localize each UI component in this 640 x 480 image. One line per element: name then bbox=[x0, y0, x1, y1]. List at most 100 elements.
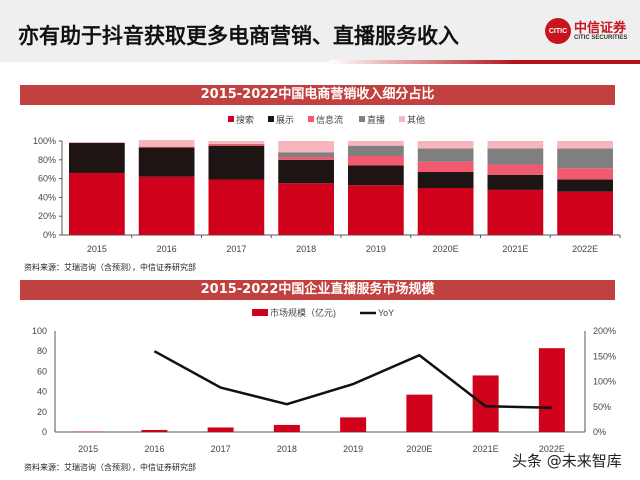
bar-segment bbox=[208, 143, 265, 146]
bar-segment bbox=[278, 152, 334, 157]
chart2-bar-line: 市场规模（亿元) YoY 0 20 40 60 80 100 0% 50% 100% 150% 200%… bbox=[32, 307, 616, 454]
x-tick-label: 2017 bbox=[226, 244, 246, 254]
bar-segment bbox=[557, 141, 613, 149]
x-tick-label: 2022E bbox=[539, 444, 565, 454]
bar-segment bbox=[208, 145, 265, 180]
y2-tick-label: 0% bbox=[593, 427, 606, 437]
logo-subtext: CITIC SECURITIES bbox=[574, 35, 628, 41]
citic-logo: CITIC 中信证券 CITIC SECURITIES bbox=[545, 18, 627, 44]
bar-segment bbox=[557, 191, 613, 235]
logo-text: 中信证券 bbox=[574, 20, 627, 35]
bar-segment bbox=[348, 141, 404, 146]
y-tick-label: 100 bbox=[32, 326, 47, 336]
legend-label: YoY bbox=[378, 308, 394, 318]
x-tick-label: 2020E bbox=[433, 244, 459, 254]
bar-segment bbox=[348, 165, 404, 186]
x-tick-label: 2019 bbox=[343, 444, 363, 454]
legend-label: 信息流 bbox=[316, 114, 343, 125]
bar bbox=[75, 431, 102, 432]
header bbox=[0, 0, 640, 62]
bar bbox=[538, 348, 565, 432]
y-tick-label: 20 bbox=[37, 407, 47, 417]
chart1-source: 资料来源：艾瑞咨询（含预测），中信证券研究部 bbox=[24, 263, 196, 272]
legend-swatch bbox=[252, 309, 268, 316]
x-tick-label: 2018 bbox=[277, 444, 297, 454]
y2-tick-label: 100% bbox=[593, 377, 616, 387]
x-tick-label: 2015 bbox=[78, 444, 98, 454]
x-tick-label: 2018 bbox=[296, 244, 316, 254]
bar-segment bbox=[417, 172, 474, 188]
legend-swatch bbox=[228, 116, 234, 122]
bar-segment bbox=[69, 172, 125, 235]
y-tick-label: 60 bbox=[37, 366, 47, 376]
bar bbox=[340, 417, 367, 432]
legend-label: 直播 bbox=[367, 114, 385, 125]
x-tick-label: 2016 bbox=[144, 444, 164, 454]
bar-segment bbox=[348, 185, 404, 235]
bar-segment bbox=[417, 148, 474, 162]
x-tick-label: 2017 bbox=[211, 444, 231, 454]
bar-segment bbox=[557, 148, 613, 169]
x-tick-label: 2021E bbox=[502, 244, 528, 254]
logo-mark: CITIC bbox=[545, 18, 571, 44]
y2-tick-label: 150% bbox=[593, 351, 616, 361]
y-tick-label: 20% bbox=[38, 211, 56, 221]
chart2-source: 资料来源：艾瑞咨询（含预测），中信证券研究部 bbox=[24, 463, 196, 472]
bar-segment bbox=[487, 174, 544, 190]
y-tick-label: 0% bbox=[43, 230, 56, 240]
bar-segment bbox=[278, 141, 334, 153]
legend-swatch bbox=[308, 116, 314, 122]
legend-label: 搜索 bbox=[236, 114, 254, 125]
header-divider bbox=[330, 60, 640, 64]
y-tick-label: 100% bbox=[33, 136, 56, 146]
y-tick-label: 40 bbox=[37, 387, 47, 397]
bar-segment bbox=[348, 145, 404, 157]
bar bbox=[141, 429, 168, 432]
x-tick-label: 2021E bbox=[473, 444, 499, 454]
legend-label: 其他 bbox=[407, 114, 425, 125]
bar-segment bbox=[348, 156, 404, 166]
y-tick-label: 60% bbox=[38, 174, 56, 184]
legend-label: 展示 bbox=[276, 115, 294, 125]
legend-swatch bbox=[359, 116, 365, 122]
bar bbox=[406, 394, 433, 432]
bar-segment bbox=[69, 142, 125, 173]
bar-segment bbox=[138, 146, 195, 148]
bar-segment bbox=[417, 141, 474, 149]
bar-segment bbox=[278, 156, 334, 160]
bar-segment bbox=[557, 179, 613, 192]
bar bbox=[273, 424, 300, 432]
x-tick-label: 2019 bbox=[366, 244, 386, 254]
y-tick-label: 40% bbox=[38, 192, 56, 202]
x-tick-label: 2016 bbox=[157, 244, 177, 254]
bar-segment bbox=[138, 176, 195, 235]
chart2-title: 2015-2022中国企业直播服务市场规模 bbox=[20, 280, 615, 300]
bar bbox=[207, 427, 234, 432]
legend-swatch bbox=[399, 116, 405, 122]
y2-tick-label: 50% bbox=[593, 402, 611, 412]
bar-segment bbox=[487, 141, 544, 149]
y-tick-label: 80 bbox=[37, 346, 47, 356]
chart1-stacked-bar: 搜索 展示 信息流 直播 其他 0% 20% 40% 60% 80% 100% 2015 2016 201… bbox=[33, 114, 621, 254]
x-tick-label: 2015 bbox=[87, 244, 107, 254]
bar-segment bbox=[557, 168, 613, 180]
legend-label: 市场规模（亿元) bbox=[270, 307, 336, 318]
bar-segment bbox=[208, 179, 265, 235]
bar-segment bbox=[417, 161, 474, 173]
legend-swatch bbox=[268, 116, 274, 122]
watermark: 头条 @未来智库 bbox=[512, 452, 622, 470]
y2-tick-label: 200% bbox=[593, 326, 616, 336]
page-title: 亦有助于抖音获取更多电商营销、直播服务收入 bbox=[18, 24, 459, 48]
y-tick-label: 80% bbox=[38, 155, 56, 165]
bar-segment bbox=[69, 141, 125, 143]
bar-segment bbox=[487, 189, 544, 235]
bar-segment bbox=[138, 140, 195, 147]
bar-segment bbox=[278, 159, 334, 184]
bar-segment bbox=[487, 164, 544, 175]
x-tick-label: 2020E bbox=[406, 444, 432, 454]
bar-segment bbox=[278, 183, 334, 235]
bar-segment bbox=[417, 188, 474, 235]
x-tick-label: 2022E bbox=[572, 244, 598, 254]
bar-segment bbox=[138, 147, 195, 177]
bar bbox=[472, 375, 499, 432]
